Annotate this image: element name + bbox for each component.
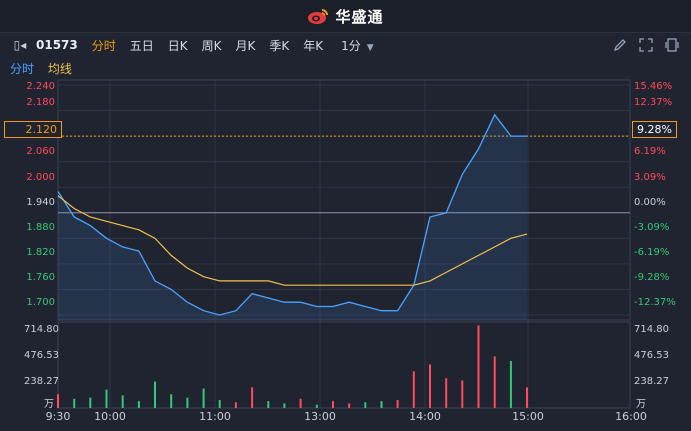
current-price-marker: 2.120 <box>4 121 62 138</box>
current-price: 2.120 <box>25 123 58 136</box>
expand-icon[interactable] <box>639 38 653 52</box>
volume-bar <box>154 381 156 408</box>
tab-five-day[interactable]: 五日 <box>129 38 154 53</box>
volume-bar <box>380 401 383 408</box>
brand: 华盛通 <box>0 0 691 32</box>
volume-bar <box>412 371 415 408</box>
time-tick: 16:00 <box>615 410 647 423</box>
toolbar: ▯◂ 01573 分时 五日 日K 周K 月K 季K 年K 1分 ▼ <box>0 33 691 57</box>
pct-tick: -6.19% <box>634 247 670 258</box>
tab-timeshare[interactable]: 分时 <box>91 38 116 53</box>
time-tick: 13:00 <box>304 410 336 423</box>
volume-bar <box>332 401 334 408</box>
volume-tick: 238.27 <box>634 376 669 387</box>
minute-select-label: 1分 <box>341 38 361 53</box>
volume-bar <box>234 402 237 408</box>
tab-daily-k[interactable]: 日K <box>167 38 188 53</box>
volume-bar <box>315 404 318 408</box>
pct-tick: 3.09% <box>634 172 666 183</box>
volume-bar <box>526 387 528 408</box>
price-area <box>58 114 527 320</box>
legend: 分时 均线 <box>10 60 72 77</box>
volume-tick: 714.80 <box>634 324 669 335</box>
volume-unit: 万 <box>636 399 646 410</box>
pct-tick: 12.37% <box>634 97 673 108</box>
volume-bar <box>73 398 76 408</box>
volume-bar <box>429 364 431 408</box>
tab-monthly-k[interactable]: 月K <box>235 38 256 53</box>
average-line <box>57 195 528 286</box>
volume-bar <box>493 356 496 408</box>
volume-bar <box>137 401 140 408</box>
price-tick: 2.000 <box>26 172 55 183</box>
chart-tools <box>613 33 679 57</box>
pct-tick: 0.00% <box>634 197 666 208</box>
current-pct-marker: 9.28% <box>632 121 677 138</box>
volume-bar <box>509 361 512 408</box>
current-pct: 9.28% <box>637 123 672 136</box>
sidebar-toggle-icon[interactable]: ▯◂ <box>13 38 27 52</box>
volume-unit: 万 <box>44 399 54 410</box>
pct-tick: -3.09% <box>634 222 670 233</box>
brand-bar: 华盛通 <box>0 0 691 33</box>
time-tick: 10:00 <box>94 410 126 423</box>
volume-bar <box>396 400 399 408</box>
volume-bar <box>89 397 92 408</box>
price-tick: 1.700 <box>26 297 55 308</box>
time-tick: 11:00 <box>199 410 231 423</box>
pct-tick: 15.46% <box>634 81 673 92</box>
pct-tick: -9.28% <box>634 272 670 283</box>
price-tick: 1.880 <box>26 222 55 233</box>
time-tick: 14:00 <box>409 410 441 423</box>
volume-bar <box>170 394 173 408</box>
volume-bar <box>461 380 464 408</box>
pencil-icon[interactable] <box>613 38 627 52</box>
pct-tick: 6.19% <box>634 146 666 157</box>
chevron-down-icon: ▼ <box>366 42 374 53</box>
stock-code: 01573 <box>36 38 78 52</box>
volume-bar <box>57 394 59 408</box>
volume-bar <box>445 378 448 408</box>
price-panel-border <box>57 79 631 321</box>
volume-panel-border <box>57 321 631 409</box>
brand-name: 华盛通 <box>335 7 384 26</box>
volume-bar <box>202 388 205 408</box>
fullscreen-icon[interactable] <box>665 38 679 52</box>
volume-bar <box>283 403 286 408</box>
volume-bar <box>186 397 189 408</box>
volume-bar <box>348 403 351 408</box>
tab-yearly-k[interactable]: 年K <box>303 38 324 53</box>
tab-quarterly-k[interactable]: 季K <box>269 38 290 53</box>
time-tick: 9:30 <box>45 410 71 423</box>
volume-tick: 476.53 <box>24 350 59 361</box>
tab-weekly-k[interactable]: 周K <box>201 38 222 53</box>
minute-select[interactable]: 1分 ▼ <box>341 37 374 54</box>
legend-avg-line: 均线 <box>47 62 72 76</box>
price-tick: 1.820 <box>26 247 55 258</box>
time-tick: 15:00 <box>512 410 544 423</box>
volume-tick: 714.80 <box>24 324 59 335</box>
volume-bar <box>121 395 124 408</box>
price-tick: 2.240 <box>26 81 55 92</box>
pct-tick: -12.37% <box>634 297 676 308</box>
price-line <box>57 113 527 316</box>
volume-bar <box>364 402 367 408</box>
legend-time-line: 分时 <box>10 62 35 76</box>
volume-bar <box>477 325 480 408</box>
volume-tick: 476.53 <box>634 350 669 361</box>
price-tick: 2.180 <box>26 97 55 108</box>
volume-tick: 238.27 <box>24 376 59 387</box>
volume-bar <box>105 389 108 408</box>
volume-bar <box>218 400 221 408</box>
weibo-style-logo-icon <box>308 9 329 24</box>
price-tick: 1.760 <box>26 272 55 283</box>
volume-bar <box>299 398 302 408</box>
price-tick: 2.060 <box>26 146 55 157</box>
volume-bar <box>251 387 254 408</box>
volume-bar <box>267 401 270 408</box>
price-tick: 1.940 <box>26 197 55 208</box>
